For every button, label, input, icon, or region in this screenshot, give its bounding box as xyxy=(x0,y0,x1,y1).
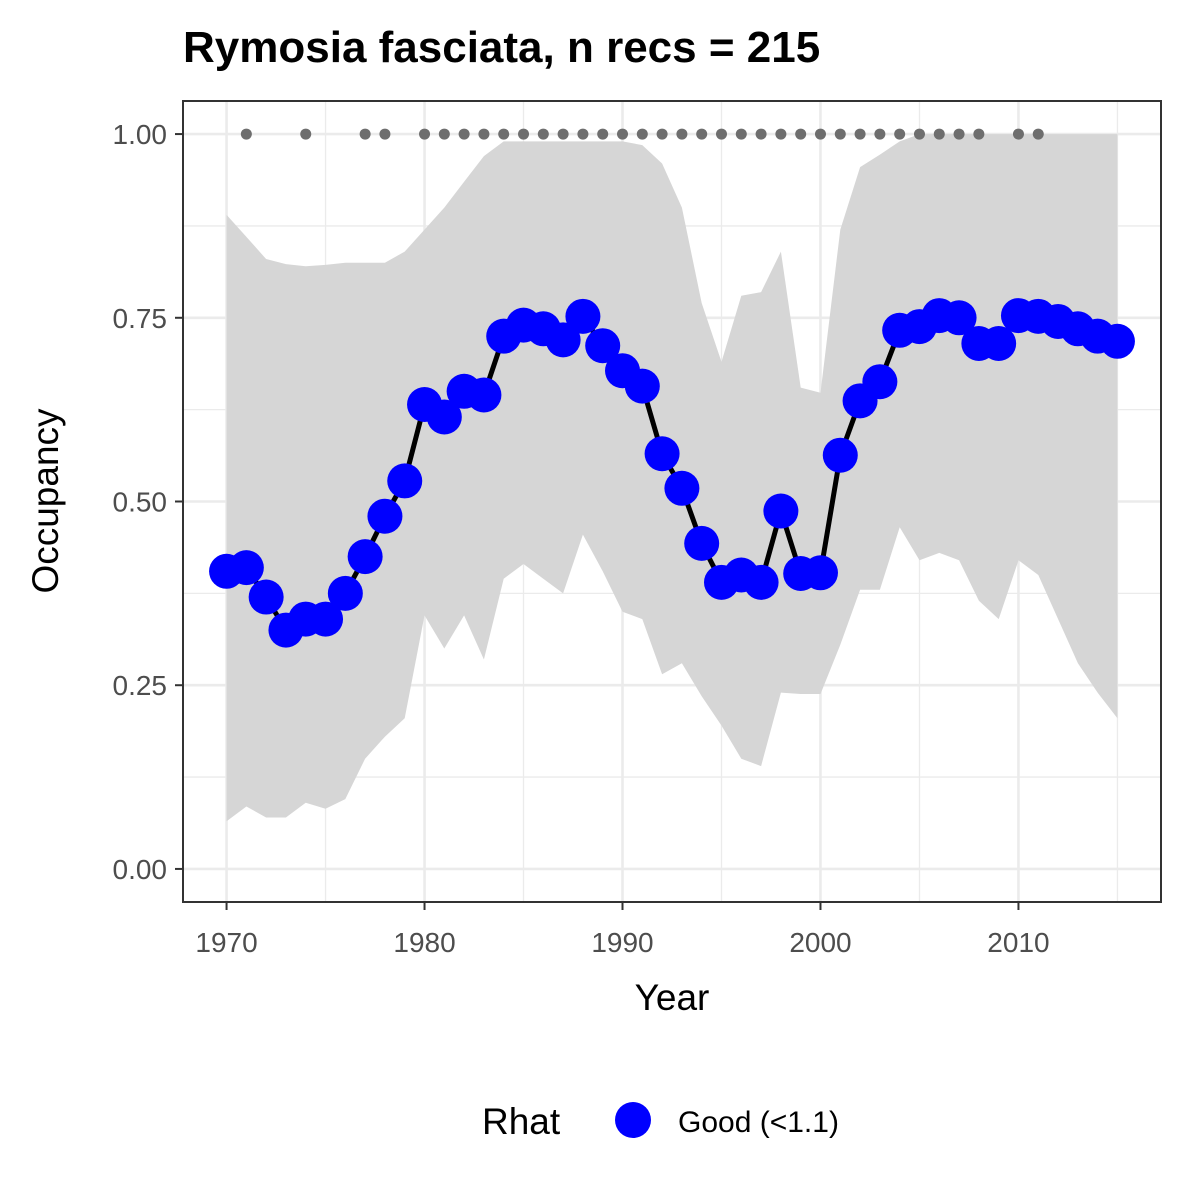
record-year-dot xyxy=(933,128,945,140)
x-axis-ticks: 1970 1980 1990 2000 2010 xyxy=(195,902,1050,958)
occupancy-point xyxy=(981,326,1017,362)
occupancy-points xyxy=(209,298,1135,648)
x-tick-label: 1970 xyxy=(195,927,257,958)
occupancy-point xyxy=(347,539,383,575)
occupancy-point xyxy=(565,298,601,334)
record-year-dot xyxy=(1032,128,1044,140)
record-year-dot xyxy=(597,128,609,140)
record-year-dot xyxy=(656,128,668,140)
record-year-dot xyxy=(577,128,589,140)
occupancy-point xyxy=(624,368,660,404)
occupancy-point xyxy=(644,436,680,472)
occupancy-point xyxy=(802,555,838,591)
record-year-dot xyxy=(379,128,391,140)
legend-label: Good (<1.1) xyxy=(678,1106,839,1139)
occupancy-point xyxy=(308,601,344,637)
x-axis-title: Year xyxy=(635,977,710,1018)
record-year-dot xyxy=(458,128,470,140)
record-year-dot xyxy=(775,128,787,140)
record-year-dot xyxy=(1012,128,1024,140)
occupancy-point xyxy=(684,525,720,561)
record-year-dot xyxy=(755,128,767,140)
record-year-dot xyxy=(300,128,312,140)
record-year-dot xyxy=(894,128,906,140)
occupancy-point xyxy=(664,470,700,506)
record-year-dot xyxy=(834,128,846,140)
record-year-dot xyxy=(696,128,708,140)
record-year-dot xyxy=(735,128,747,140)
occupancy-point xyxy=(822,437,858,473)
x-tick-label: 2000 xyxy=(789,927,851,958)
record-year-dot xyxy=(359,128,371,140)
x-tick-label: 1980 xyxy=(393,927,455,958)
record-year-dot xyxy=(537,128,549,140)
occupancy-point xyxy=(585,328,621,364)
x-tick-label: 1990 xyxy=(591,927,653,958)
record-year-dot xyxy=(498,128,510,140)
record-year-dot xyxy=(676,128,688,140)
legend: Rhat Good (<1.1) xyxy=(482,1101,839,1142)
record-year-dot xyxy=(419,128,431,140)
record-year-dot xyxy=(478,128,490,140)
x-tick-label: 2010 xyxy=(987,927,1049,958)
occupancy-point xyxy=(545,322,581,358)
occupancy-point xyxy=(248,579,284,615)
record-year-dot xyxy=(557,128,569,140)
y-tick-label: 0.00 xyxy=(113,854,168,885)
record-year-dot xyxy=(953,128,965,140)
record-year-dot xyxy=(438,128,450,140)
occupancy-point xyxy=(466,377,502,413)
y-tick-label: 0.75 xyxy=(113,303,168,334)
record-year-dot xyxy=(854,128,866,140)
record-year-dot xyxy=(715,128,727,140)
legend-key-point xyxy=(615,1102,651,1138)
legend-title: Rhat xyxy=(482,1101,561,1142)
y-axis-ticks: 0.00 0.25 0.50 0.75 1.00 xyxy=(113,119,183,885)
occupancy-point xyxy=(763,493,799,529)
record-year-dot xyxy=(240,128,252,140)
record-year-dot xyxy=(973,128,985,140)
record-year-dot xyxy=(617,128,629,140)
y-tick-label: 1.00 xyxy=(113,119,168,150)
y-tick-label: 0.50 xyxy=(113,487,168,518)
occupancy-point xyxy=(327,575,363,611)
record-year-dot xyxy=(795,128,807,140)
occupancy-point xyxy=(743,564,779,600)
occupancy-point xyxy=(941,300,977,336)
record-year-dot xyxy=(518,128,530,140)
occupancy-point xyxy=(426,399,462,435)
y-axis-title: Occupancy xyxy=(25,408,66,594)
occupancy-point xyxy=(862,364,898,400)
record-year-dot xyxy=(913,128,925,140)
record-year-dots xyxy=(240,128,1044,140)
occupancy-point xyxy=(1099,323,1135,359)
occupancy-point xyxy=(387,463,423,499)
chart-title: Rymosia fasciata, n recs = 215 xyxy=(183,23,820,72)
record-year-dot xyxy=(874,128,886,140)
y-tick-label: 0.25 xyxy=(113,670,168,701)
record-year-dot xyxy=(636,128,648,140)
record-year-dot xyxy=(814,128,826,140)
occupancy-point xyxy=(228,550,264,586)
occupancy-point xyxy=(367,498,403,534)
